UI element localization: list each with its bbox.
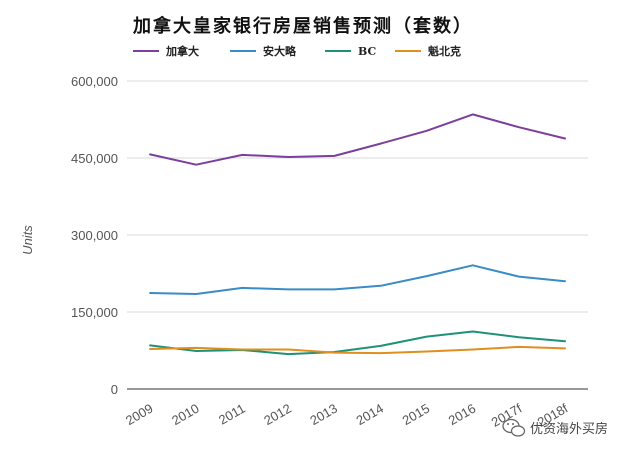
x-tick-label: 2015 xyxy=(400,401,433,428)
y-tick-labels: 0 150,000 300,000 450,000 600,000 xyxy=(71,74,118,397)
watermark-text: 优资海外买房 xyxy=(530,421,608,437)
y-tick-label: 300,000 xyxy=(71,228,118,243)
y-tick-label: 0 xyxy=(111,382,118,397)
y-tick-label: 450,000 xyxy=(71,151,118,166)
series-line-3 xyxy=(149,345,566,355)
legend-label: 安大略 xyxy=(263,44,297,58)
y-tick-label: 150,000 xyxy=(71,305,118,320)
legend-label: BC xyxy=(358,45,377,58)
x-tick-label: 2016 xyxy=(446,401,479,428)
x-tick-label: 2013 xyxy=(307,401,340,428)
wechat-icon xyxy=(502,418,526,437)
chart-title: 加拿大皇家银行房屋销售预测（套数） xyxy=(132,15,473,37)
x-tick-label: 2012 xyxy=(261,401,294,428)
series-lines xyxy=(149,113,566,356)
legend-label: 魁北克 xyxy=(428,44,461,58)
y-tick-label: 600,000 xyxy=(71,74,118,89)
legend: 加拿大 安大略 BC 魁北克 xyxy=(133,44,461,58)
watermark: 优资海外买房 xyxy=(502,418,608,437)
legend-label: 加拿大 xyxy=(165,44,199,58)
x-tick-label: 2010 xyxy=(169,401,202,428)
series-line-2 xyxy=(149,330,566,356)
x-tick-label: 2009 xyxy=(123,401,156,428)
x-tick-label: 2011 xyxy=(216,401,248,428)
series-line-0 xyxy=(149,113,566,166)
x-tick-label: 2014 xyxy=(354,401,387,428)
series-line-1 xyxy=(149,264,566,295)
grid xyxy=(127,80,588,390)
y-axis-label: Units xyxy=(20,225,35,255)
